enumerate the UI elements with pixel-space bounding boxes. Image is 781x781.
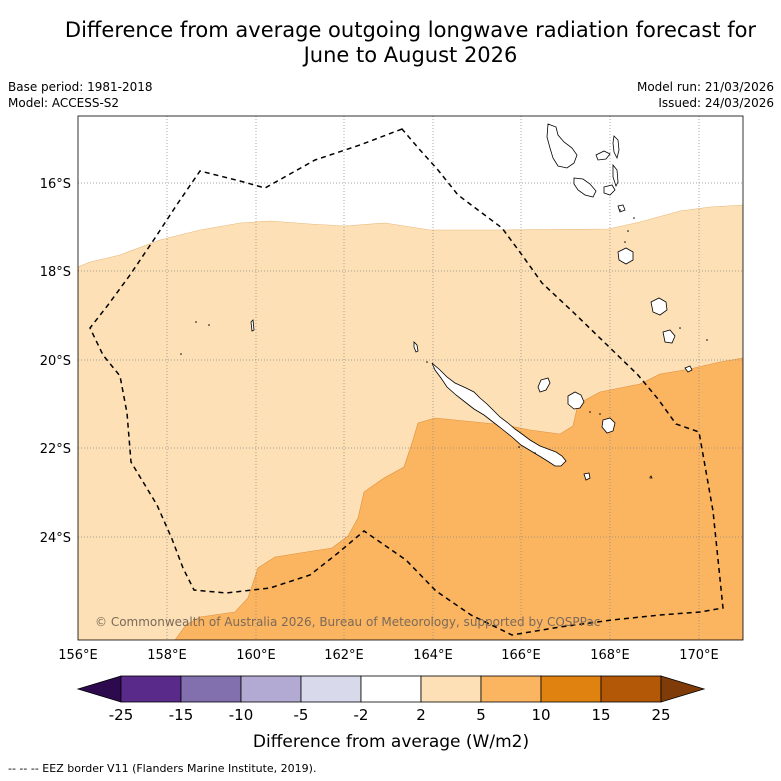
colorbar-tick: 10 (531, 706, 550, 724)
latitude-labels: 16°S 18°S 20°S 22°S 24°S (40, 177, 71, 546)
colorbar-tick: 25 (651, 706, 670, 724)
meta-right: Model run: 21/03/2026 Issued: 24/03/2026 (637, 79, 774, 111)
model-run: Model run: 21/03/2026 (636, 80, 774, 94)
map-area: © Commonwealth of Australia 2026, Bureau… (78, 116, 743, 640)
lat-label: 20°S (40, 354, 71, 369)
lon-label: 160°E (236, 648, 276, 663)
belep-islands (413, 341, 419, 353)
lon-label: 158°E (147, 648, 187, 663)
lon-label: 168°E (590, 648, 630, 663)
colorbar-segment (420, 675, 482, 703)
model-name: Model: ACCESS-S2 (8, 96, 120, 110)
colorbar-label: Difference from average (W/m2) (253, 732, 529, 752)
vanuatu-efate (617, 247, 634, 265)
lat-label: 18°S (40, 265, 71, 280)
vanuatu-malekula (573, 177, 597, 198)
walpole-island (583, 472, 591, 481)
vanuatu-aneityum (684, 365, 693, 373)
colorbar-extend-high (660, 675, 706, 703)
meta-left: Base period: 1981-2018 Model: ACCESS-S2 (8, 79, 153, 111)
title-line-2: June to August 2026 (303, 43, 518, 67)
lat-label: 16°S (40, 177, 71, 192)
colorbar-tick: 2 (416, 706, 426, 724)
lon-label: 162°E (324, 648, 364, 663)
longitude-labels: 156°E 158°E 160°E 162°E 164°E 166°E 168°… (58, 648, 719, 663)
chesterfield-islet (250, 319, 255, 332)
gridlines (78, 116, 743, 640)
colorbar-tick: -5 (294, 706, 309, 724)
vanuatu-ambrym (603, 184, 616, 196)
map-title: Difference from average outgoing longwav… (20, 18, 781, 68)
lon-label: 156°E (58, 648, 98, 663)
vanuatu-tanna (662, 329, 676, 344)
colorbar-segment (600, 675, 662, 703)
new-caledonia-island (431, 362, 567, 467)
lon-label: 166°E (501, 648, 541, 663)
vanuatu-erromango (650, 297, 668, 316)
mare-island (601, 417, 616, 434)
ouvea-island (537, 377, 551, 393)
lon-label: 164°E (413, 648, 453, 663)
colorbar-segment (540, 675, 602, 703)
lat-label: 22°S (40, 442, 71, 457)
colorbar-tick-labels: -25 -15 -10 -5 -2 2 5 10 15 25 (109, 706, 671, 724)
lon-label: 170°E (679, 648, 719, 663)
hunter-island (649, 475, 653, 479)
colorbar-segment (480, 675, 542, 703)
coastlines (250, 123, 693, 481)
colorbar-tick: -10 (229, 706, 254, 724)
eez-footer-note: -- -- -- EEZ border V11 (Flanders Marine… (8, 762, 317, 775)
colorbar-tick: -2 (354, 706, 369, 724)
vanuatu-pentecost (612, 163, 619, 188)
colorbar-tick: -25 (109, 706, 134, 724)
base-period: Base period: 1981-2018 (8, 80, 153, 94)
colorbar-segment (300, 675, 362, 703)
colorbar-segment (120, 675, 182, 703)
colorbar-segment (360, 675, 422, 703)
lat-label: 24°S (40, 531, 71, 546)
vanuatu-maewo (612, 135, 620, 160)
lifou-island (567, 391, 585, 410)
vanuatu-ambae (595, 150, 611, 161)
colorbar: -25 -15 -10 -5 -2 2 5 10 15 25 Differenc… (76, 675, 706, 752)
colorbar-segment (240, 675, 302, 703)
issued-date: Issued: 24/03/2026 (658, 96, 774, 110)
colorbar-tick: 15 (591, 706, 610, 724)
eez-border (89, 128, 724, 636)
small-islets (180, 209, 708, 454)
copyright-notice: © Commonwealth of Australia 2026, Bureau… (95, 615, 600, 629)
title-line-1: Difference from average outgoing longwav… (64, 18, 757, 42)
map-frame (77, 115, 744, 641)
vanuatu-espiritu-santo (546, 123, 578, 169)
colorbar-segment (180, 675, 242, 703)
colorbar-extend-low (76, 675, 122, 703)
colorbar-tick: -15 (169, 706, 194, 724)
colorbar-tick: 5 (476, 706, 486, 724)
